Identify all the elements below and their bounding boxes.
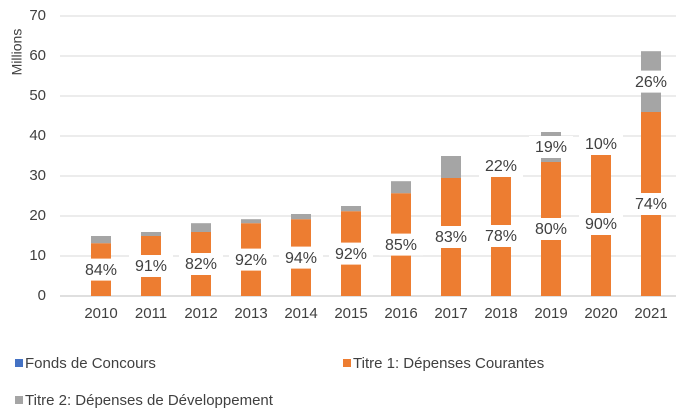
data-label: 74% (635, 196, 667, 213)
legend-label: Fonds de Concours (25, 355, 156, 372)
data-label: 92% (335, 246, 367, 263)
x-tick-label: 2020 (584, 305, 617, 322)
legend-label: Titre 2: Dépenses de Développement (25, 392, 274, 409)
legend-swatch (15, 396, 23, 404)
y-tick-label: 10 (29, 247, 46, 264)
x-tick-label: 2018 (484, 305, 517, 322)
y-tick-label: 40 (29, 127, 46, 144)
data-label: 82% (185, 256, 217, 273)
x-tick-label: 2012 (184, 305, 217, 322)
x-tick-label: 2014 (284, 305, 317, 322)
legend-swatch (343, 359, 351, 367)
x-tick-label: 2019 (534, 305, 567, 322)
data-label: 10% (585, 136, 617, 153)
x-tick-label: 2015 (334, 305, 367, 322)
data-label: 91% (135, 258, 167, 275)
data-label: 84% (85, 262, 117, 279)
bar-segment (191, 223, 211, 232)
y-tick-label: 20 (29, 207, 46, 224)
data-label-bg (479, 155, 523, 177)
legend-swatch (15, 359, 23, 367)
x-tick-label: 2011 (135, 305, 167, 322)
x-tick-label: 2013 (234, 305, 267, 322)
data-label-bg (529, 136, 573, 158)
data-label-bg (279, 246, 323, 269)
bar-segment (291, 214, 311, 220)
data-label: 78% (485, 228, 517, 245)
bar-segment (91, 236, 111, 244)
x-tick-label: 2010 (84, 305, 117, 322)
data-label: 85% (385, 237, 417, 254)
data-label-bg (229, 248, 273, 271)
data-label: 80% (535, 221, 567, 238)
bar-segment (441, 156, 461, 178)
legend-label: Titre 1: Dépenses Courantes (353, 355, 544, 372)
y-tick-label: 70 (29, 7, 46, 24)
data-label-bg (629, 193, 673, 215)
x-tick-label: 2016 (384, 305, 417, 322)
data-label: 94% (285, 250, 317, 267)
data-label: 19% (535, 139, 567, 156)
y-tick-label: 50 (29, 87, 46, 104)
data-label-bg (629, 70, 673, 93)
data-label: 83% (435, 229, 467, 246)
data-label-bg (479, 225, 523, 247)
data-label: 26% (635, 74, 667, 91)
data-label-bg (329, 242, 373, 265)
y-tick-label: 0 (38, 287, 46, 304)
data-label-bg (579, 213, 623, 235)
y-tick-label: 30 (29, 167, 46, 184)
data-label-bg (79, 258, 123, 281)
data-label-bg (179, 253, 223, 275)
y-axis-label: Millions (9, 29, 25, 76)
data-label-bg (579, 133, 623, 155)
bar-segment (341, 206, 361, 212)
data-label-bg (529, 218, 573, 240)
bar-segment (241, 219, 261, 224)
data-label-bg (429, 226, 473, 248)
data-label-bg (379, 233, 423, 256)
data-label: 92% (235, 252, 267, 269)
x-tick-label: 2017 (434, 305, 467, 322)
data-label-bg (129, 255, 173, 277)
y-tick-label: 60 (29, 47, 46, 64)
data-label: 90% (585, 216, 617, 233)
data-label: 22% (485, 158, 517, 175)
bar-segment (391, 181, 411, 194)
x-tick-label: 2021 (634, 305, 667, 322)
bar-segment (141, 232, 161, 236)
